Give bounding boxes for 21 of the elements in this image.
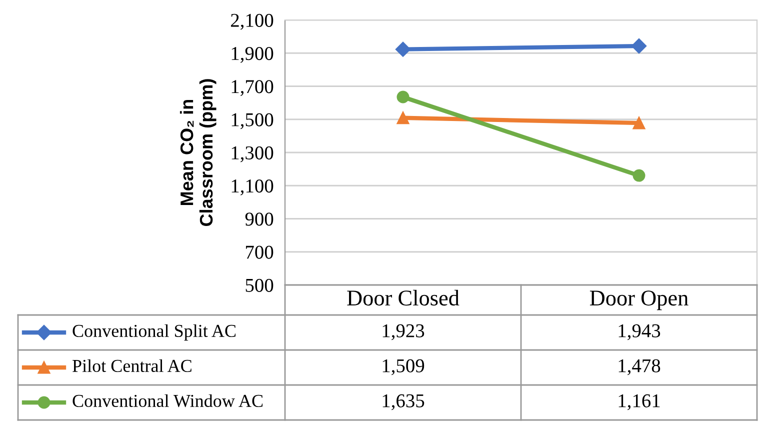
y-tick-label: 1,700 xyxy=(232,80,274,96)
x-tick-label: Door Closed xyxy=(347,290,460,306)
y-tick-label: 900 xyxy=(245,212,274,226)
legend-label: Conventional Window AC xyxy=(72,394,263,408)
y-tick-label: 1,900 xyxy=(232,46,274,63)
text: 1,923 xyxy=(382,324,424,340)
text: 1,161 xyxy=(618,394,660,410)
legend-label: Conventional Split AC xyxy=(72,324,236,341)
text: 1,943 xyxy=(618,324,660,340)
text: 1,509 xyxy=(382,359,424,376)
legend-label: Pilot Central AC xyxy=(72,359,192,372)
text: 1,478 xyxy=(618,359,660,376)
y-tick-label: 700 xyxy=(246,246,274,259)
y-tick-label: 500 xyxy=(246,278,274,292)
y-tick-label: 1,300 xyxy=(232,146,274,162)
text: 1,635 xyxy=(382,394,424,410)
y-tick-label: 2,100 xyxy=(230,14,274,30)
y-tick-label: 1,500 xyxy=(232,113,274,130)
y-axis-title: Mean CO₂ in Classroom (ppm) xyxy=(180,79,216,226)
x-tick-label: Door Open xyxy=(590,290,688,310)
y-tick-label: 1,100 xyxy=(232,179,274,196)
